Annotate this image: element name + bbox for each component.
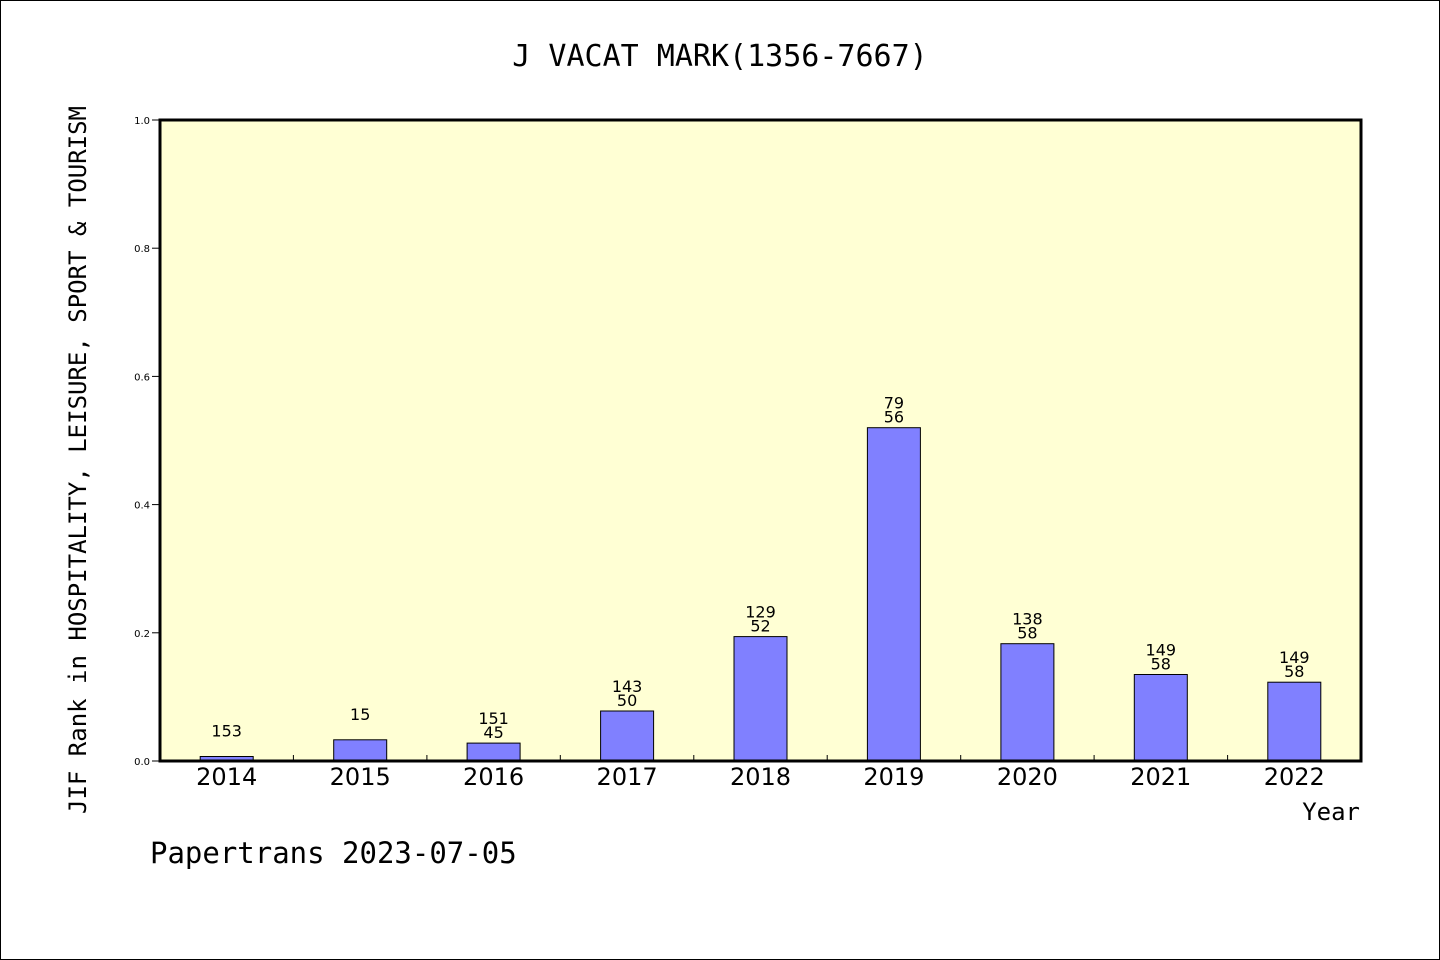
x-tick-label-2020: 2020: [997, 763, 1058, 791]
bar-2020: [1000, 643, 1055, 762]
bar-2022: [1267, 681, 1322, 762]
x-tick-label-2022: 2022: [1264, 763, 1325, 791]
x-tick-label-2018: 2018: [730, 763, 791, 791]
y-tick-label-0.4: 0.4: [134, 501, 150, 512]
bar-label-2016-lower: 45: [483, 723, 503, 742]
x-tick-label-2014: 2014: [196, 763, 257, 791]
bar-label-2020-upper: 138: [1012, 610, 1043, 629]
x-tick-label-2021: 2021: [1130, 763, 1191, 791]
bar-2019: [866, 427, 921, 762]
bar-label-2021-lower: 58: [1151, 655, 1171, 674]
y-tick-label-1.0: 1.0: [134, 116, 150, 127]
x-tick-label-2015: 2015: [330, 763, 391, 791]
bar-2015: [333, 739, 388, 762]
bar-label-2020-lower: 58: [1017, 624, 1037, 643]
plot-border: [158, 118, 1363, 763]
y-tick-label-0.2: 0.2: [134, 629, 150, 640]
y-ticks-group: 0.0 0.2 0.4 0.6 0.8 1.0: [134, 116, 160, 768]
bar-2021: [1133, 674, 1188, 762]
y-axis-label: JIF Rank in HOSPITALITY, LEISURE, SPORT …: [64, 106, 92, 814]
bar-label-2022-lower: 58: [1284, 662, 1304, 681]
y-tick-label-0.6: 0.6: [134, 372, 150, 383]
bar-label-2018-lower: 52: [750, 617, 770, 636]
x-ticks-group: 2014 2015 2016 2017 2018 2019 2020 2021 2022: [196, 755, 1325, 791]
footer-credit: Papertrans 2023-07-05: [150, 836, 517, 870]
x-tick-label-2019: 2019: [863, 763, 924, 791]
bars-group: [199, 427, 1322, 762]
x-axis-label: Year: [1302, 798, 1360, 826]
bar-label-2015-lower: 15: [350, 705, 370, 724]
bar-label-2018-upper: 129: [745, 603, 776, 622]
bar-label-2017-upper: 143: [612, 677, 643, 696]
y-tick-label-0.8: 0.8: [134, 244, 150, 255]
bar-2017: [600, 710, 655, 762]
x-tick-label-2016: 2016: [463, 763, 524, 791]
bar-label-2021-upper: 149: [1146, 641, 1177, 660]
bar-label-2017-lower: 50: [617, 691, 637, 710]
chart-title: J VACAT MARK(1356-7667): [512, 39, 927, 74]
bar-label-2019-upper: 79: [884, 394, 904, 413]
x-tick-label-2017: 2017: [597, 763, 658, 791]
bar-label-2016-upper: 151: [478, 709, 509, 728]
bar-label-2019-lower: 56: [884, 408, 904, 427]
bar-2018: [733, 636, 788, 762]
bar-label-2022-upper: 149: [1279, 648, 1310, 667]
bar-2016: [466, 742, 521, 762]
y-tick-label-0.0: 0.0: [134, 757, 150, 768]
bar-label-2014-lower: 153: [211, 722, 242, 741]
